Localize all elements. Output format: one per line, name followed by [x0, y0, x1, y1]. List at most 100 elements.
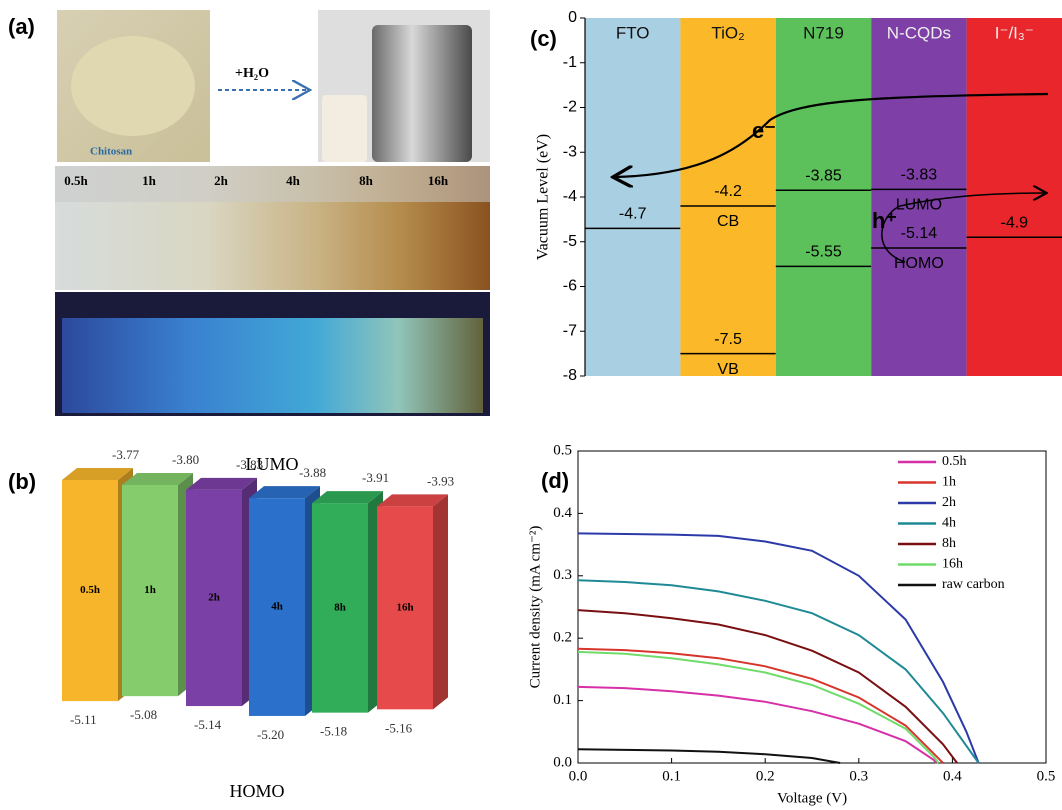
bar-top	[377, 494, 448, 507]
homo-label: -5.20	[257, 727, 284, 742]
bar	[122, 484, 178, 697]
liner	[322, 95, 367, 162]
column-label: TiO₂	[711, 23, 744, 42]
y-tick-label: 0.2	[553, 630, 572, 646]
lumo-label: -3.93	[427, 473, 454, 488]
y-tick-label: -5	[563, 233, 577, 250]
legend-label: 0.5h	[942, 454, 967, 469]
bar-label: 2h	[208, 592, 220, 604]
series-line	[577, 685, 938, 764]
y-tick-label: -7	[563, 322, 577, 339]
bar-label: 16h	[396, 601, 413, 613]
column	[680, 18, 776, 376]
vial-label: 16h	[428, 173, 449, 188]
lumo-label: -3.88	[299, 465, 326, 480]
y-axis-label: Current density (mA cm⁻²)	[527, 526, 543, 689]
series-label: HOMO	[229, 781, 284, 801]
y-tick-label: 0	[568, 9, 577, 26]
level-value: -5.14	[901, 225, 938, 242]
x-tick-label: 0.5	[1037, 768, 1056, 784]
powder-pile	[71, 36, 195, 136]
y-tick-label: -3	[563, 143, 577, 160]
column-label: I⁻/I₃⁻	[995, 23, 1034, 42]
panel-c: (c) FTO -4.7 TiO₂ -4.2 CB -7.5 VB N719 -3.85 -5.55…	[530, 9, 1062, 384]
autoclave	[372, 25, 472, 162]
bar-label: 8h	[334, 601, 346, 613]
series-label: LUMO	[246, 454, 299, 474]
legend-label: 16h	[942, 557, 963, 572]
vial-label: 8h	[359, 173, 374, 188]
x-tick-label: 0.3	[849, 768, 868, 784]
homo-label: -5.16	[385, 720, 413, 735]
bar	[312, 503, 368, 713]
column	[966, 18, 1062, 376]
homo-label: -5.18	[320, 724, 347, 739]
vial-label: 2h	[214, 173, 229, 188]
bar	[186, 489, 242, 707]
x-tick-label: 0.2	[756, 768, 775, 784]
lumo-label: -3.91	[362, 470, 389, 485]
panel-label: (c)	[530, 26, 557, 51]
level-value: -3.85	[805, 168, 842, 185]
y-tick-label: -8	[563, 367, 577, 384]
legend-label: 4h	[942, 516, 956, 531]
level-name: HOMO	[894, 255, 944, 272]
panel-label: (a)	[8, 14, 35, 39]
y-tick-label: 0.4	[553, 505, 572, 521]
homo-label: -5.14	[194, 717, 222, 732]
series-line	[577, 650, 940, 764]
column-label: N719	[803, 23, 844, 42]
level-name: CB	[717, 213, 739, 230]
column	[871, 18, 967, 376]
panel-label: (b)	[8, 469, 36, 494]
panel-a	[55, 10, 490, 416]
x-tick-label: 0.1	[662, 768, 681, 784]
x-tick-label: 0.0	[569, 768, 588, 784]
series-line	[577, 532, 980, 764]
bar-label: 4h	[271, 601, 283, 613]
arrow-label: +H₂O	[235, 66, 269, 81]
y-tick-label: -4	[563, 188, 577, 205]
series-line	[577, 609, 958, 764]
bar-top	[62, 468, 133, 480]
bar-side	[433, 494, 448, 710]
column	[775, 18, 872, 376]
powder-label: Chitosan	[90, 146, 132, 158]
y-tick-label: 0.3	[553, 567, 572, 583]
series-line	[577, 579, 980, 764]
y-tick-label: -1	[563, 54, 577, 71]
lumo-label: -3.80	[172, 452, 199, 467]
legend-label: 8h	[942, 536, 956, 551]
vial-label: 0.5h	[64, 173, 88, 188]
bar	[249, 498, 305, 716]
vial-label: 4h	[286, 173, 301, 188]
panel-label: (d)	[541, 468, 569, 493]
y-tick-label: 0.1	[553, 692, 572, 708]
uv-glow	[62, 318, 483, 413]
y-axis-label: Vacuum Level (eV)	[535, 134, 552, 260]
level-value: -7.5	[714, 331, 742, 348]
bar-top	[249, 486, 320, 499]
series-line	[577, 647, 944, 764]
homo-label: -5.08	[130, 707, 157, 722]
y-tick-label: -6	[563, 278, 577, 295]
bar-label: 0.5h	[80, 584, 100, 596]
bar-top	[186, 477, 257, 490]
electron-path	[615, 92, 1049, 177]
legend-label: 2h	[942, 495, 956, 510]
hole-path	[881, 193, 1045, 263]
column-label: FTO	[616, 23, 650, 42]
charge-transfer-arrows	[615, 92, 1049, 263]
legend-label: raw carbon	[942, 577, 1005, 592]
level-value: -3.83	[901, 167, 938, 184]
y-tick-label: 0.0	[553, 754, 572, 770]
level-name: VB	[717, 361, 738, 378]
column	[585, 18, 681, 376]
level-value: -5.55	[805, 244, 842, 261]
series-line	[577, 748, 841, 764]
annotation: e⁻	[752, 118, 776, 143]
homo-label: -5.11	[70, 712, 97, 727]
x-tick-label: 0.4	[943, 768, 962, 784]
plot-frame	[577, 450, 1047, 764]
bar-label: 1h	[144, 584, 156, 596]
